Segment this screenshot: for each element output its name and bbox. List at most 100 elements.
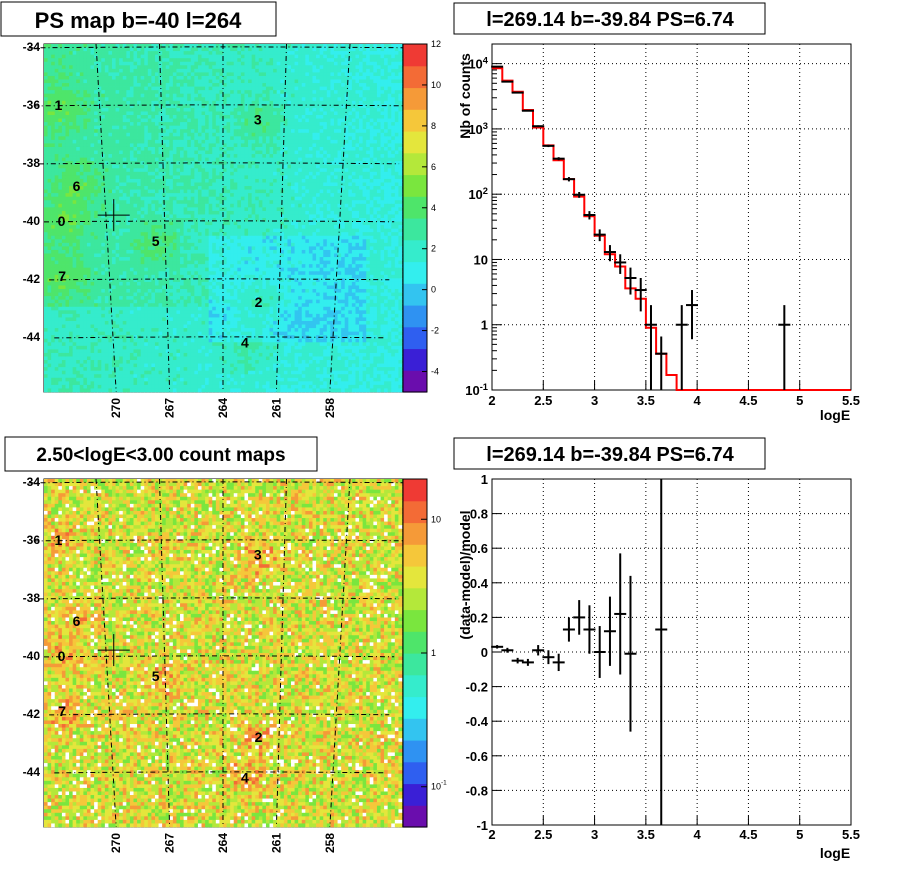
- map-cell: [319, 86, 324, 91]
- map-cell: [58, 93, 63, 98]
- map-cell: [391, 51, 396, 55]
- map-cell: [265, 68, 270, 73]
- map-cell: [205, 175, 209, 180]
- map-cell: [183, 104, 188, 109]
- map-cell: [251, 193, 256, 197]
- map-cell: [151, 58, 156, 63]
- map-cell: [183, 86, 188, 91]
- map-cell: [108, 136, 113, 141]
- map-cell: [147, 210, 152, 215]
- map-cell: [348, 157, 353, 162]
- map-cell: [226, 203, 231, 208]
- map-cell: [294, 161, 299, 166]
- map-cell: [348, 125, 353, 130]
- map-cell: [233, 44, 238, 48]
- map-cell: [165, 118, 170, 123]
- map-cell: [76, 104, 81, 109]
- map-cell: [72, 196, 77, 201]
- map-cell: [215, 164, 220, 169]
- map-cell: [337, 104, 342, 109]
- map-cell: [72, 132, 77, 137]
- map-cell: [262, 47, 267, 52]
- map-cell: [330, 118, 335, 123]
- map-cell: [298, 129, 303, 134]
- map-cell: [301, 207, 306, 212]
- map-cell: [140, 200, 145, 205]
- map-cell: [326, 93, 331, 98]
- map-cell: [387, 129, 392, 134]
- map-cell: [151, 132, 156, 137]
- map-cell: [298, 200, 303, 205]
- map-cell: [366, 75, 371, 80]
- map-cell: [223, 132, 227, 137]
- map-cell: [269, 146, 274, 151]
- map-cell: [101, 168, 106, 173]
- map-cell: [180, 129, 184, 134]
- map-cell: [359, 72, 363, 77]
- map-cell: [169, 182, 174, 187]
- map-cell: [301, 86, 306, 91]
- map-cell: [197, 58, 202, 63]
- map-cell: [187, 65, 192, 70]
- map-cell: [291, 65, 295, 70]
- map-cell: [76, 72, 81, 77]
- map-cell: [54, 65, 59, 70]
- map-cell: [101, 182, 106, 187]
- map-cell: [51, 150, 56, 155]
- map-cell: [326, 104, 331, 109]
- map-cell: [348, 143, 353, 148]
- map-cell: [226, 83, 231, 87]
- map-cell: [276, 214, 281, 219]
- map-cell: [65, 154, 70, 158]
- map-cell: [58, 203, 63, 208]
- map-cell: [355, 104, 360, 109]
- map-cell: [319, 122, 324, 126]
- map-cell: [376, 136, 381, 141]
- map-cell: [212, 157, 217, 162]
- map-cell: [301, 200, 306, 205]
- map-cell: [384, 129, 388, 134]
- map-cell: [387, 107, 392, 112]
- map-cell: [255, 111, 260, 116]
- map-cell: [387, 79, 392, 84]
- map-cell: [58, 129, 63, 134]
- map-cell: [294, 136, 299, 141]
- map-cell: [291, 83, 295, 87]
- map-cell: [205, 83, 209, 87]
- map-cell: [86, 168, 91, 173]
- map-cell: [333, 178, 338, 183]
- map-cell: [115, 58, 120, 63]
- map-cell: [305, 193, 310, 197]
- map-cell: [144, 154, 149, 158]
- map-cell: [337, 175, 342, 180]
- map-cell: [355, 168, 360, 173]
- map-cell: [104, 115, 109, 119]
- map-cell: [244, 143, 249, 148]
- map-cell: [362, 58, 367, 63]
- map-cell: [65, 51, 70, 55]
- map-cell: [154, 72, 159, 77]
- map-cell: [172, 65, 177, 70]
- map-cell: [115, 171, 120, 176]
- map-cell: [301, 196, 306, 201]
- map-cell: [341, 175, 346, 180]
- map-cell: [384, 47, 388, 52]
- map-cell: [162, 182, 167, 187]
- map-cell: [305, 129, 310, 134]
- map-cell: [90, 203, 95, 208]
- map-cell: [326, 178, 331, 183]
- map-cell: [151, 178, 156, 183]
- map-cell: [291, 182, 295, 187]
- map-cell: [208, 75, 213, 80]
- map-cell: [151, 193, 156, 197]
- map-cell: [205, 93, 209, 98]
- map-cell: [366, 136, 371, 141]
- map-cell: [108, 125, 113, 130]
- map-cell: [162, 86, 167, 91]
- map-cell: [147, 189, 152, 194]
- map-cell: [144, 200, 149, 205]
- map-cell: [248, 104, 252, 109]
- map-cell: [258, 154, 263, 158]
- map-cell: [351, 58, 356, 63]
- map-cell: [312, 150, 317, 155]
